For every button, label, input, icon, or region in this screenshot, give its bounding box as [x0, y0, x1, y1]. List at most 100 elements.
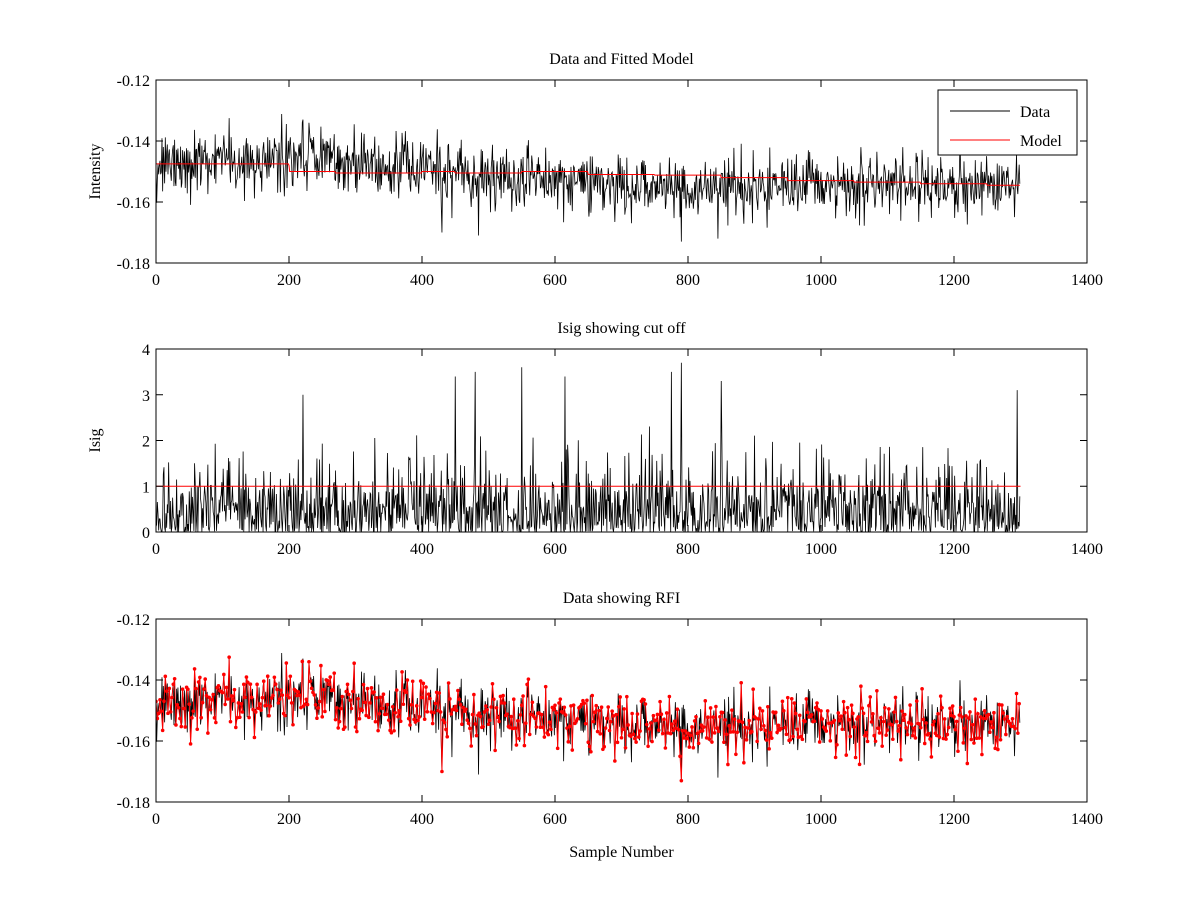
data-point [481, 724, 485, 729]
data-point [320, 715, 325, 719]
data-point [283, 713, 287, 718]
data-point [607, 728, 612, 733]
data-point [500, 701, 504, 705]
data-point [216, 684, 221, 688]
data-point [288, 674, 293, 679]
data-point [255, 682, 259, 687]
x-tick-label: 200 [277, 811, 301, 828]
data-point [589, 749, 593, 754]
data-point [473, 722, 478, 726]
data-point [900, 709, 904, 713]
data-point [164, 689, 169, 693]
data-point [194, 686, 198, 691]
data-point [744, 738, 749, 742]
data-point [199, 715, 204, 720]
data-point [537, 711, 541, 715]
data-point [401, 702, 406, 707]
x-tick-label: 600 [543, 811, 567, 828]
data-point [776, 723, 781, 728]
data-point [759, 727, 763, 732]
data-point [380, 706, 384, 711]
data-point [817, 740, 822, 744]
data-point [942, 717, 947, 721]
data-point [718, 715, 722, 719]
data-point [468, 726, 472, 731]
data-point [843, 710, 847, 715]
data-point [590, 693, 595, 698]
data-point [956, 749, 960, 754]
data-point [373, 719, 378, 724]
data-point [667, 694, 672, 699]
data-point [958, 705, 963, 710]
data-point [636, 735, 641, 739]
data-point [554, 711, 559, 715]
data-point [720, 710, 725, 715]
data-point [859, 684, 863, 688]
data-point [932, 719, 936, 724]
data-point [643, 702, 648, 706]
data-point [190, 716, 194, 720]
data-point [853, 755, 858, 760]
data-point [420, 695, 424, 700]
data-point [422, 717, 427, 721]
data-point [618, 695, 622, 699]
data-point [279, 688, 283, 692]
data-point [264, 703, 269, 708]
data-point [523, 721, 528, 725]
data-point [156, 716, 160, 721]
data-point [887, 707, 891, 711]
x-tick-label: 600 [543, 541, 567, 558]
data-point [856, 715, 861, 719]
data-point [510, 726, 515, 731]
data-point [501, 693, 505, 698]
data-point [928, 737, 932, 741]
data-point [518, 713, 523, 717]
data-point [824, 729, 829, 733]
data-point [708, 706, 713, 710]
data-point [305, 702, 310, 707]
data-point [929, 755, 934, 759]
data-point [763, 728, 767, 733]
data-point [176, 705, 181, 710]
data-point [970, 722, 975, 727]
data-point [267, 713, 271, 718]
data-point [513, 726, 517, 730]
data-point [555, 746, 560, 751]
data-point [214, 720, 218, 725]
data-point [883, 705, 887, 710]
data-point [160, 728, 165, 733]
data-point [723, 718, 728, 722]
data-point [910, 733, 915, 738]
data-point [400, 670, 404, 674]
data-point [764, 738, 769, 742]
data-point [879, 715, 883, 720]
data-point [421, 681, 426, 686]
data-point [299, 705, 303, 710]
data-point [208, 707, 213, 712]
data-point [534, 725, 539, 729]
data-point [716, 729, 721, 734]
data-point [905, 732, 910, 737]
data-point [438, 710, 443, 714]
legend-box [937, 89, 1078, 156]
data-point [730, 708, 734, 712]
data-point [992, 710, 996, 715]
x-tick-label: 1000 [805, 541, 837, 558]
data-point [167, 686, 172, 691]
data-point [489, 705, 493, 709]
data-point [597, 708, 601, 713]
data-point [691, 745, 696, 750]
data-point [654, 718, 658, 723]
data-point [837, 718, 842, 723]
data-point [825, 709, 830, 713]
data-point [662, 717, 666, 722]
data-point [684, 736, 689, 741]
data-point [252, 735, 257, 740]
data-point [300, 659, 305, 664]
data-point [901, 718, 906, 723]
y-tick-label: -0.14 [117, 673, 150, 690]
legend-label: Data [1020, 104, 1050, 121]
data-point [852, 725, 857, 729]
data-point [200, 700, 205, 705]
